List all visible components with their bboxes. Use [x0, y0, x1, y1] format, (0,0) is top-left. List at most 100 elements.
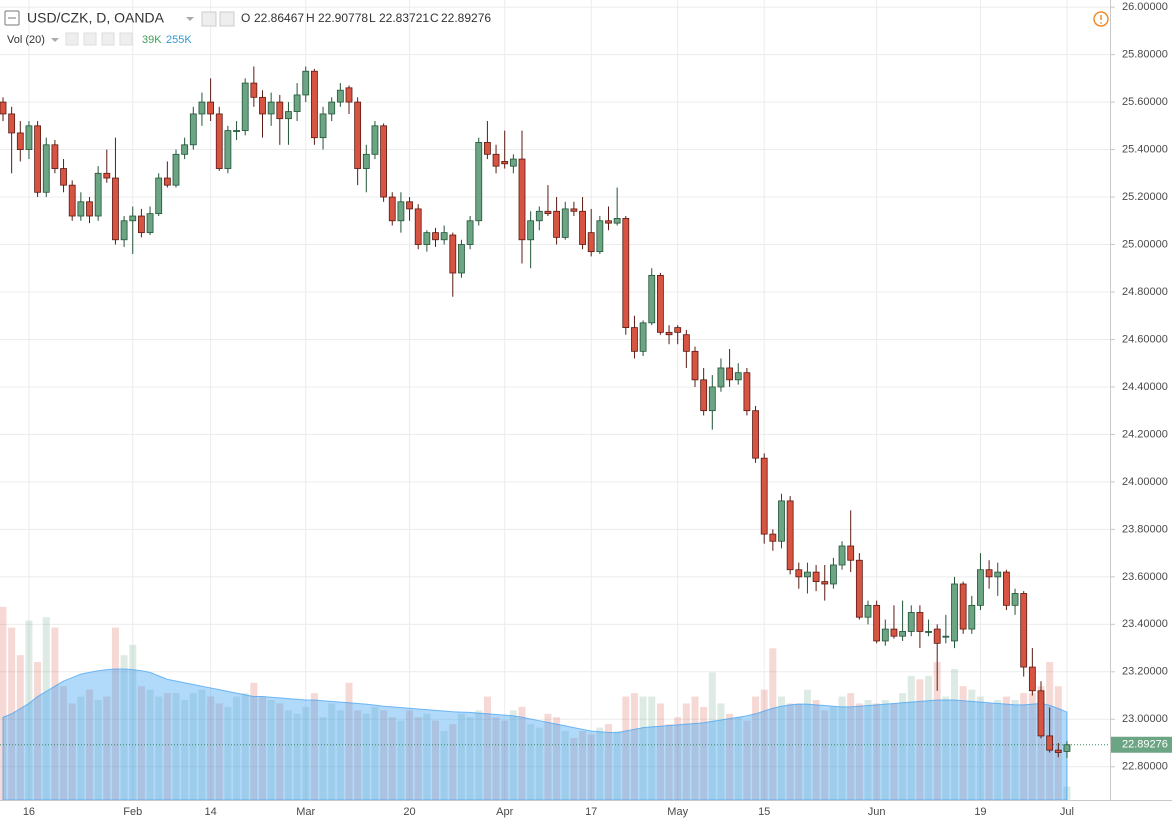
volume-bar — [622, 696, 630, 800]
candle-body — [181, 144, 189, 155]
icon[interactable] — [65, 32, 79, 46]
candle-body — [155, 177, 163, 215]
candle-body — [267, 101, 275, 115]
icon[interactable] — [101, 32, 115, 46]
volume-bar — [250, 682, 258, 800]
y-tick-label: 22.80000 — [1122, 761, 1168, 773]
volume-bar — [380, 710, 388, 800]
volume-bar — [605, 724, 612, 800]
volume-bar — [51, 627, 59, 800]
ohlc-key: L — [369, 11, 376, 25]
settings-icon[interactable] — [219, 11, 235, 27]
y-tick-label: 23.40000 — [1122, 618, 1168, 630]
candle-body — [933, 628, 941, 644]
candle-body — [864, 604, 872, 618]
volume-bar — [457, 713, 465, 800]
icon[interactable] — [83, 32, 97, 46]
candle-body — [483, 142, 491, 155]
volume-bar — [207, 696, 215, 800]
alert-icon[interactable] — [1093, 11, 1109, 27]
candle-body — [544, 210, 552, 215]
candle-body — [708, 386, 716, 412]
candle-body — [1054, 749, 1062, 753]
dropdown-icon[interactable] — [51, 38, 59, 42]
volume-bar — [284, 710, 292, 800]
volume-bar — [68, 703, 76, 800]
candle-body — [319, 113, 327, 139]
volume-bar — [985, 703, 993, 800]
settings-icon[interactable] — [201, 11, 217, 27]
y-tick-label: 23.00000 — [1122, 713, 1168, 725]
x-tick-label: 20 — [403, 806, 415, 818]
volume-bar — [483, 696, 491, 800]
volume-bar — [509, 710, 517, 800]
volume-bar — [561, 731, 569, 800]
candle-body — [509, 158, 517, 167]
volume-legend-name: Vol (20) — [7, 34, 45, 46]
volume-bar — [276, 703, 284, 800]
volume-bar — [103, 696, 111, 800]
volume-bar — [293, 713, 301, 800]
volume-bar — [371, 706, 379, 800]
volume-bar — [639, 696, 647, 800]
candle-body — [302, 70, 310, 96]
x-tick-label: 19 — [974, 806, 986, 818]
candle-body — [440, 232, 448, 241]
volume-bar — [743, 720, 751, 800]
icon[interactable] — [119, 32, 133, 46]
candle-body — [449, 234, 457, 274]
volume-bar — [432, 720, 439, 800]
volume-bar — [336, 710, 344, 800]
volume-bar — [899, 693, 907, 800]
volume-bar — [388, 717, 396, 800]
candle-body — [233, 130, 240, 132]
volume-bar — [717, 703, 725, 800]
candle-body — [648, 274, 656, 324]
volume-bar — [397, 720, 405, 800]
grid — [0, 0, 1110, 800]
volume-bar — [881, 700, 889, 800]
volume-bar — [16, 655, 24, 800]
candle-body — [137, 215, 145, 234]
candle-body — [371, 125, 379, 155]
candles — [0, 66, 1110, 758]
volume-bar — [553, 717, 561, 800]
candle-body — [752, 410, 759, 459]
volume-bar — [760, 689, 768, 800]
volume-bar — [665, 724, 673, 800]
dropdown-icon[interactable] — [186, 17, 194, 21]
ohlc-value: 22.90778 — [318, 11, 368, 25]
volume-bar — [1020, 693, 1028, 800]
y-tick-label: 25.60000 — [1122, 96, 1168, 108]
volume-bar — [137, 686, 145, 800]
candle-body — [717, 367, 725, 388]
candle-body — [336, 89, 344, 103]
volume-bar — [475, 710, 483, 800]
volume-bar — [215, 703, 223, 800]
candle-body — [362, 153, 370, 169]
volume-bar — [873, 703, 881, 800]
candle-body — [310, 70, 318, 139]
candle-body — [406, 201, 413, 210]
collapse-icon[interactable] — [4, 10, 20, 26]
volume-bar — [786, 703, 794, 800]
volume-legend-value: 39K — [142, 34, 162, 46]
ohlc-key: O — [241, 11, 250, 25]
candle-body — [466, 220, 474, 245]
candle-body — [250, 82, 258, 98]
candle-body — [561, 208, 569, 238]
axes: 22.80000 23.00000 23.20000 23.40000 23.60000… — [23, 1, 1172, 818]
candle-body — [345, 87, 353, 103]
candle-body — [293, 94, 301, 112]
candle-body — [146, 213, 154, 234]
ohlc-key: H — [306, 11, 315, 25]
candle-body — [769, 533, 777, 542]
candle-body — [475, 142, 483, 222]
volume-bar — [120, 655, 128, 800]
volume-bar — [267, 700, 275, 800]
candle-body — [94, 172, 102, 217]
candle-body — [968, 604, 976, 630]
candle-body — [1063, 744, 1071, 752]
